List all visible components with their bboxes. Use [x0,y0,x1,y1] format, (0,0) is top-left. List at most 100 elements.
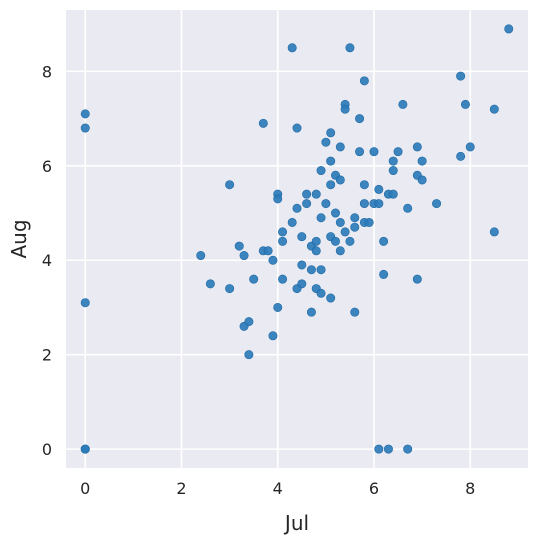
data-point [504,24,514,34]
data-point [412,142,422,152]
data-point [398,99,408,109]
data-point [278,227,288,237]
data-point [311,246,321,256]
data-point [326,180,336,190]
data-point [489,227,499,237]
data-point [432,199,442,209]
data-point [297,279,307,289]
data-point [263,246,273,256]
data-point [330,208,340,218]
data-points [80,24,514,454]
data-point [306,307,316,317]
y-tick-label: 2 [42,346,52,365]
data-point [316,213,326,223]
data-point [355,114,365,124]
data-point [340,227,350,237]
data-point [273,302,283,312]
data-point [330,236,340,246]
data-point [249,274,259,284]
y-axis-label: Aug [7,219,31,258]
data-point [306,265,316,275]
data-point [287,43,297,53]
data-point [316,288,326,298]
y-tick-label: 6 [42,157,52,176]
data-point [412,274,422,284]
data-point [326,293,336,303]
data-point [244,317,254,327]
data-point [292,203,302,213]
data-point [456,71,466,81]
data-point [297,232,307,242]
data-point [393,147,403,157]
data-point [205,279,215,289]
x-tick-label: 0 [80,479,90,498]
x-tick-labels: 0 2 4 6 8 [80,479,475,498]
data-point [321,137,331,147]
y-tick-labels: 0 2 4 6 8 [42,62,52,459]
data-point [374,184,384,194]
data-point [234,241,244,251]
grid-lines [66,10,528,468]
data-point [340,104,350,114]
data-point [311,189,321,199]
data-point [326,128,336,138]
data-point [383,444,393,454]
data-point [364,217,374,227]
x-axis-label: Jul [283,511,309,535]
data-point [278,236,288,246]
data-point [403,444,413,454]
data-point [345,236,355,246]
data-point [326,156,336,166]
data-point [335,142,345,152]
data-point [268,331,278,341]
data-point [374,199,384,209]
data-point [335,246,345,256]
data-point [388,166,398,176]
data-point [80,298,90,308]
data-point [388,189,398,199]
data-point [489,104,499,114]
data-point [417,175,427,185]
data-point [456,151,466,161]
data-point [297,260,307,270]
data-point [239,251,249,261]
data-point [244,350,254,360]
data-point [465,142,475,152]
data-point [273,194,283,204]
data-point [359,180,369,190]
data-point [287,217,297,227]
data-point [417,156,427,166]
x-tick-label: 6 [369,479,379,498]
data-point [225,284,235,294]
data-point [302,189,312,199]
data-point [350,213,360,223]
data-point [335,175,345,185]
data-point [359,199,369,209]
data-point [355,147,365,157]
data-point [374,444,384,454]
data-point [278,274,288,284]
data-point [316,166,326,176]
y-tick-label: 4 [42,251,52,270]
data-point [258,118,268,128]
data-point [225,180,235,190]
plot-background [66,10,528,468]
data-point [345,43,355,53]
data-point [403,203,413,213]
y-tick-label: 0 [42,440,52,459]
data-point [196,251,206,261]
data-point [379,269,389,279]
data-point [460,99,470,109]
data-point [80,123,90,133]
data-point [350,222,360,232]
data-point [316,265,326,275]
data-point [379,236,389,246]
data-point [268,255,278,265]
data-point [369,147,379,157]
y-tick-label: 8 [42,62,52,81]
data-point [335,217,345,227]
data-point [292,123,302,133]
data-point [350,307,360,317]
data-point [311,236,321,246]
